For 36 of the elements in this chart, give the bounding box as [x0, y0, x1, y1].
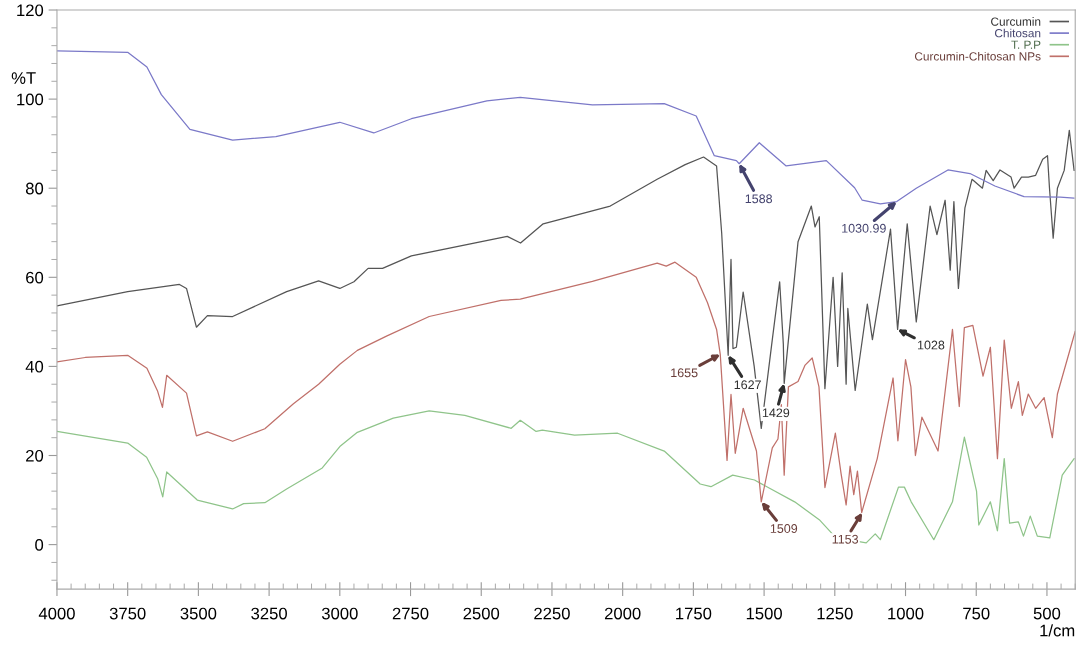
x-axis-title: 1/cm — [1040, 624, 1075, 637]
x-tick-label: 3250 — [251, 607, 287, 620]
annotation: 1627 — [734, 380, 761, 390]
annotation: 1588 — [745, 194, 773, 204]
x-tick-label: 2750 — [392, 607, 429, 620]
annotation: 1028 — [918, 340, 945, 350]
y-tick-label: 40 — [25, 360, 44, 373]
x-tick-label: 3500 — [180, 607, 217, 620]
x-tick-label: 3000 — [321, 607, 358, 620]
x-tick-label: 1750 — [676, 607, 712, 620]
x-tick-label: 750 — [963, 607, 990, 620]
x-tick-label: 3750 — [109, 607, 146, 620]
x-tick-label: 500 — [1033, 607, 1061, 620]
y-tick-label: 60 — [26, 271, 44, 284]
legend-label: Curcumin — [991, 17, 1041, 26]
x-tick-label: 1500 — [746, 607, 782, 620]
legend-label: T. P.P — [1011, 40, 1041, 49]
x-tick-label: 4000 — [38, 607, 75, 620]
annotation: 1030.99 — [842, 223, 886, 233]
legend-label: Curcumin-Chitosan NPs — [914, 51, 1041, 61]
y-tick-label: 0 — [35, 539, 44, 551]
x-tick-label: 2250 — [534, 607, 570, 620]
y-tick-label: 100 — [17, 93, 44, 106]
line-series — [56, 129, 1075, 429]
y-tick-label: 20 — [26, 449, 44, 462]
annotation: 1429 — [762, 408, 790, 418]
x-tick-label: 2500 — [463, 607, 500, 620]
y-tick-label: 120 — [17, 4, 44, 17]
y-axis-title: %T — [11, 72, 36, 84]
annotation: 1655 — [671, 368, 698, 378]
x-tick-label: 1250 — [817, 607, 853, 620]
x-tick-label: 2000 — [604, 607, 641, 620]
y-tick-label: 80 — [25, 182, 44, 195]
annotation: 1509 — [770, 524, 798, 533]
x-tick-label: 1000 — [888, 607, 924, 620]
legend-label: Chitosan — [995, 28, 1041, 38]
